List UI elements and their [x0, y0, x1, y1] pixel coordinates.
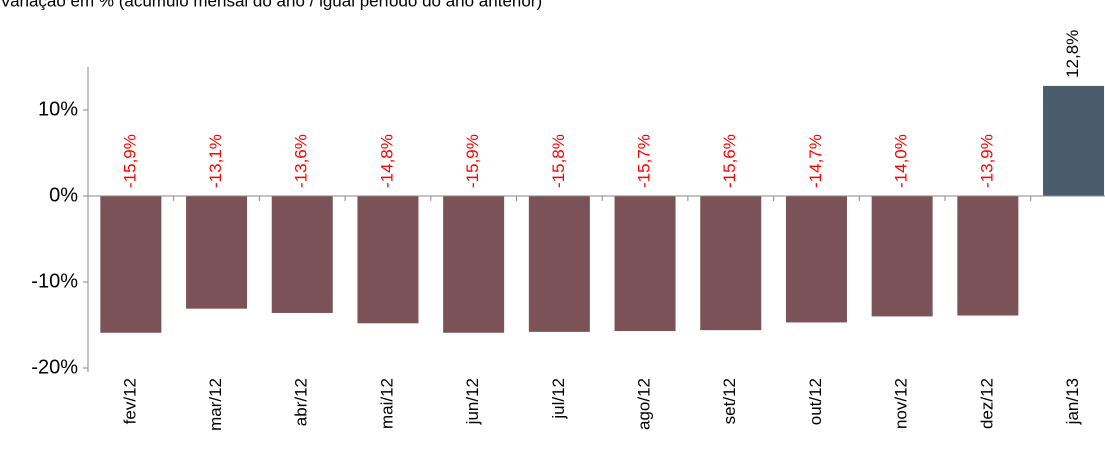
value-label: -13,1%	[206, 134, 225, 188]
bar	[871, 196, 933, 317]
x-tick-label: mai/12	[377, 378, 396, 429]
bar	[1043, 85, 1105, 196]
bar	[957, 196, 1019, 316]
x-tick-label: nov/12	[892, 378, 911, 429]
x-tick-label: jan/13	[1063, 378, 1082, 425]
bar	[443, 196, 505, 333]
y-tick-label: -10%	[31, 270, 78, 292]
bar	[271, 196, 333, 313]
y-tick-label: 0%	[49, 184, 78, 206]
bar	[100, 196, 162, 333]
y-tick-label: 10%	[38, 98, 78, 120]
value-label: -13,9%	[977, 134, 996, 188]
x-tick-label: set/12	[720, 378, 739, 424]
value-label: -15,8%	[549, 134, 568, 188]
bar	[528, 196, 590, 332]
value-label: -15,6%	[720, 134, 739, 188]
value-label: -14,8%	[377, 134, 396, 188]
x-tick-label: mar/12	[206, 378, 225, 431]
x-tick-label: fev/12	[120, 378, 139, 424]
x-tick-label: dez/12	[977, 378, 996, 429]
bar	[357, 196, 419, 324]
value-label: -15,7%	[635, 134, 654, 188]
value-label: -15,9%	[463, 134, 482, 188]
bar	[785, 196, 847, 323]
x-tick-label: ago/12	[635, 378, 654, 430]
x-tick-label: jul/12	[549, 378, 568, 420]
value-label: -13,6%	[292, 134, 311, 188]
bar	[614, 196, 676, 332]
x-tick-label: abr/12	[292, 378, 311, 426]
bar	[186, 196, 248, 309]
x-tick-label: out/12	[806, 378, 825, 425]
value-label: 12,8%	[1063, 30, 1082, 78]
chart-title: Variação em % (acúmulo mensal do ano / i…	[0, 0, 542, 10]
value-label: -14,7%	[806, 134, 825, 188]
y-tick-label: -20%	[31, 356, 78, 378]
value-label: -14,0%	[892, 134, 911, 188]
bar	[700, 196, 762, 331]
value-label: -15,9%	[120, 134, 139, 188]
x-tick-label: jun/12	[463, 378, 482, 425]
